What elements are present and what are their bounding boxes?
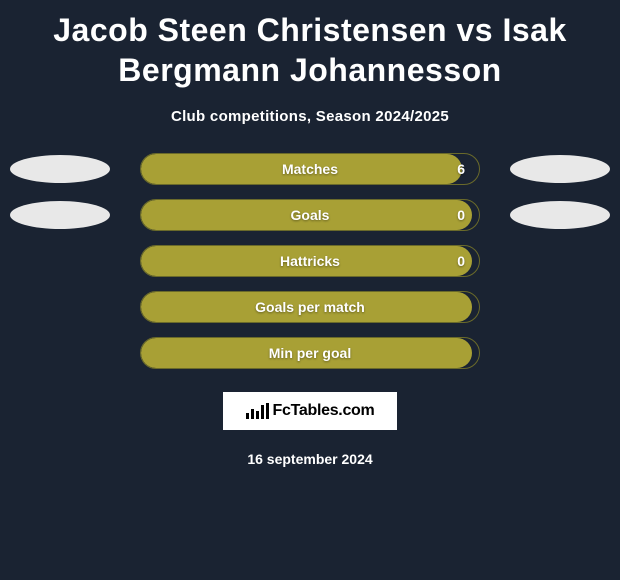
left-value-pill — [10, 155, 110, 183]
stat-bar: Hattricks 0 — [140, 245, 480, 277]
stat-value: 6 — [457, 161, 465, 177]
stat-label: Goals per match — [255, 299, 365, 315]
stat-row: Goals per match — [0, 291, 620, 323]
stat-value: 0 — [457, 253, 465, 269]
right-value-pill — [510, 155, 610, 183]
right-placeholder — [510, 247, 610, 275]
left-placeholder — [10, 247, 110, 275]
stat-bar: Min per goal — [140, 337, 480, 369]
date-label: 16 september 2024 — [0, 451, 620, 467]
stat-value: 0 — [457, 207, 465, 223]
stat-label: Goals — [291, 207, 330, 223]
subtitle: Club competitions, Season 2024/2025 — [0, 108, 620, 125]
left-placeholder — [10, 339, 110, 367]
right-value-pill — [510, 201, 610, 229]
stat-label: Hattricks — [280, 253, 340, 269]
stat-label: Matches — [282, 161, 338, 177]
stat-bar: Matches 6 — [140, 153, 480, 185]
brand-badge: FcTables.com — [222, 391, 398, 431]
left-value-pill — [10, 201, 110, 229]
left-placeholder — [10, 293, 110, 321]
page-title: Jacob Steen Christensen vs Isak Bergmann… — [0, 0, 620, 90]
stat-rows: Matches 6 Goals 0 Hattricks 0 Goals per match M… — [0, 153, 620, 369]
right-placeholder — [510, 293, 610, 321]
stat-row: Min per goal — [0, 337, 620, 369]
stat-bar: Goals 0 — [140, 199, 480, 231]
stat-row: Matches 6 — [0, 153, 620, 185]
stat-row: Hattricks 0 — [0, 245, 620, 277]
bar-chart-icon — [246, 403, 269, 419]
right-placeholder — [510, 339, 610, 367]
brand-text: FcTables.com — [273, 402, 375, 420]
stat-bar: Goals per match — [140, 291, 480, 323]
stat-label: Min per goal — [269, 345, 351, 361]
stat-row: Goals 0 — [0, 199, 620, 231]
